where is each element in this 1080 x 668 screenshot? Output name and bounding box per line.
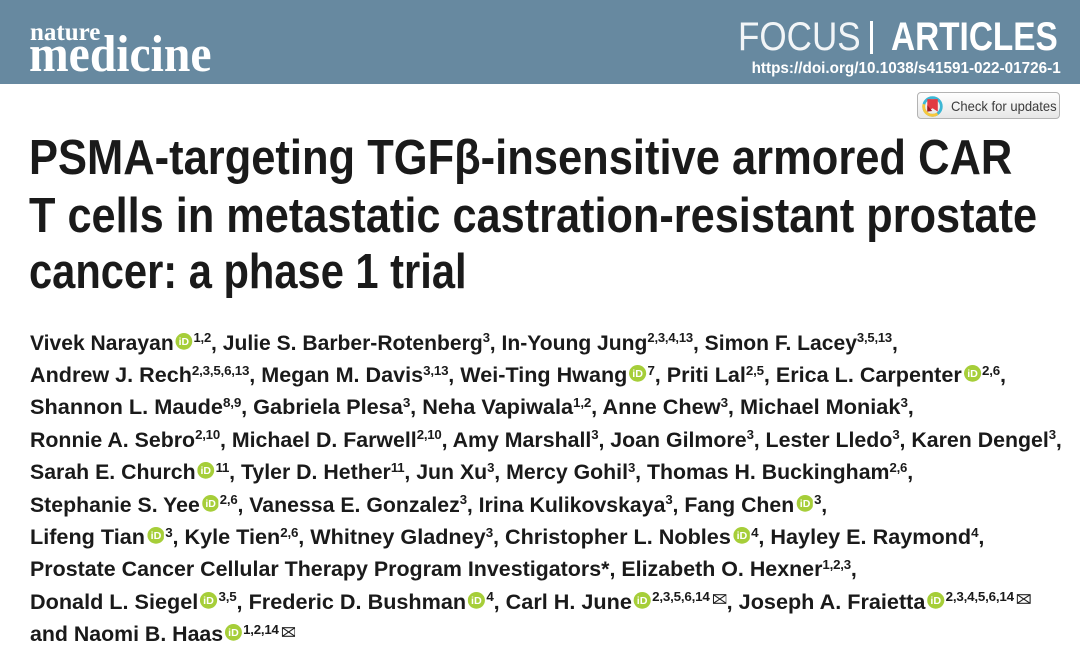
svg-text:iD: iD [205,499,216,510]
svg-text:iD: iD [201,465,212,477]
svg-text:iD: iD [633,368,644,380]
svg-text:iD: iD [736,530,747,542]
svg-text:iD: iD [931,595,942,607]
svg-text:iD: iD [150,530,161,542]
svg-text:iD: iD [799,499,810,510]
svg-text:iD: iD [967,368,978,380]
svg-text:iD: iD [204,595,215,607]
svg-text:iD: iD [471,595,482,607]
svg-text:iD: iD [637,595,648,607]
svg-text:iD: iD [228,627,239,639]
svg-text:iD: iD [179,337,190,348]
